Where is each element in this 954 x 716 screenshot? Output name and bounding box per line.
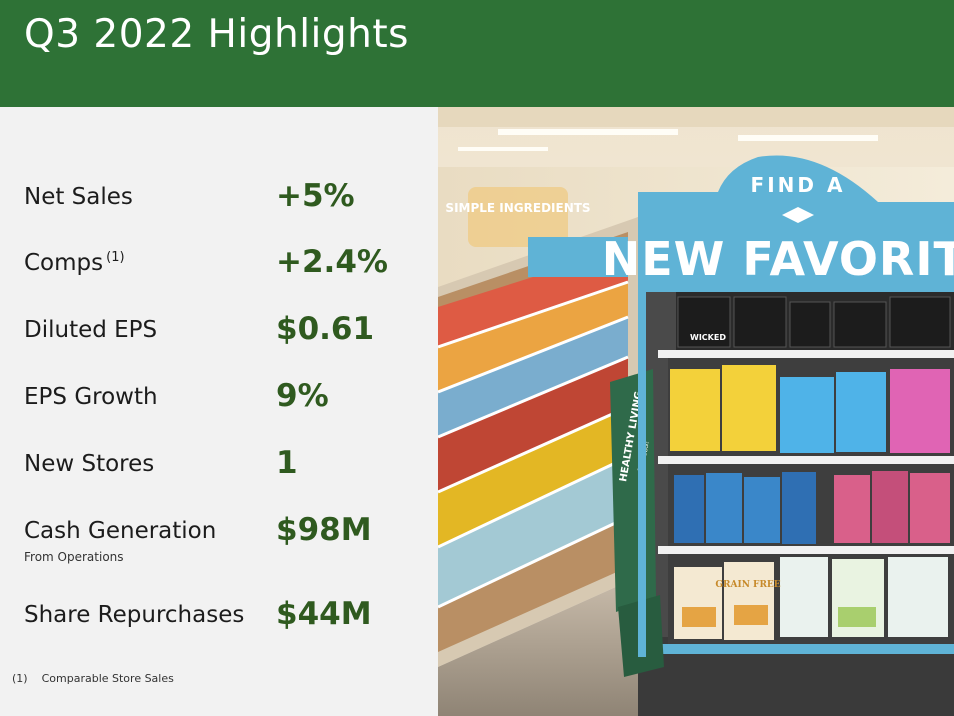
metric-label: Cash Generation [24, 518, 217, 544]
metric-value: $0.61 [276, 311, 375, 347]
metric-value: 1 [276, 445, 298, 481]
footnote-number: (1) [12, 672, 28, 685]
store-aisle-illustration: SIMPLE INGREDIENTS FIN [438, 107, 954, 716]
metric-new-stores: New Stores 1 [24, 445, 424, 485]
metric-cash-generation: Cash Generation From Operations $98M [24, 512, 424, 568]
footnote-mark: (1) [106, 250, 125, 265]
metric-eps-growth: EPS Growth 9% [24, 378, 424, 418]
footnote: (1) Comparable Store Sales [12, 672, 174, 685]
shelf-brand-top: WICKED [690, 333, 726, 342]
metric-share-repurchases: Share Repurchases $44M [24, 596, 424, 636]
sign-diamond [782, 207, 814, 223]
metric-label: Net Sales [24, 184, 133, 210]
shelf-brand-bottom: GRAIN FREE [715, 580, 780, 590]
metric-comps: Comps (1) +2.4% [24, 244, 424, 284]
footnote-text: Comparable Store Sales [41, 672, 174, 685]
metric-label-text: Comps [24, 250, 104, 276]
metric-label: Diluted EPS [24, 317, 158, 343]
page-title: Q3 2022 Highlights [24, 12, 409, 57]
sign-main-text: NEW FAVORITE [602, 232, 954, 286]
metric-label: Share Repurchases [24, 602, 245, 628]
metric-value: +5% [276, 178, 355, 214]
back-banner-text: SIMPLE INGREDIENTS [445, 201, 590, 215]
metric-sublabel: From Operations [24, 550, 124, 564]
metric-value: +2.4% [276, 244, 388, 280]
metric-diluted-eps: Diluted EPS $0.61 [24, 311, 424, 351]
sign-top-text: FIND A [751, 173, 846, 197]
metric-label: Comps (1) [24, 250, 125, 276]
metric-label: New Stores [24, 451, 155, 477]
metric-label: EPS Growth [24, 384, 158, 410]
metrics-panel [0, 107, 438, 716]
metric-net-sales: Net Sales +5% [24, 178, 424, 218]
metric-value: $98M [276, 512, 372, 548]
metric-value: $44M [276, 596, 372, 632]
header-bar: Q3 2022 Highlights [0, 0, 954, 107]
metric-value: 9% [276, 378, 329, 414]
store-aisle-photo: SIMPLE INGREDIENTS FIN [438, 107, 954, 716]
